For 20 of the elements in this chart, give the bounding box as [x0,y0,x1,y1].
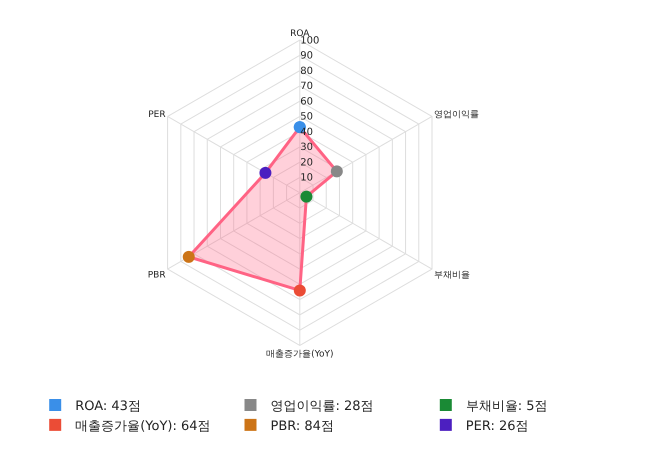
spoke-label: PER [148,110,166,120]
text: 매출증가율(YoY): 64점 [75,418,211,434]
y-tick-label: 40 [300,126,314,138]
text: 부채비율: 5점 [466,399,548,414]
y-tick-label: 60 [300,96,314,108]
y-tick-label: 90 [300,50,314,62]
spoke-label: PBR [148,270,166,280]
y-tick-label: 50 [300,112,314,123]
spoke-label: 영업이익률 [434,110,479,120]
y-tick-label: 70 [300,81,314,92]
text: PER: 26점 [466,418,529,434]
y-tick-label: 30 [300,142,314,154]
y-tick-label: 80 [300,66,314,77]
text: ROA: 43점 [75,399,141,414]
spoke-label: 부채비율 [434,270,470,280]
text: PBR: 84점 [270,418,334,434]
text: 영업이익률: 28점 [270,399,374,414]
y-tick-label: 10 [300,172,314,184]
spoke-label: 매출증가율(YoY) [266,350,334,360]
y-tick-label: 20 [300,157,314,168]
